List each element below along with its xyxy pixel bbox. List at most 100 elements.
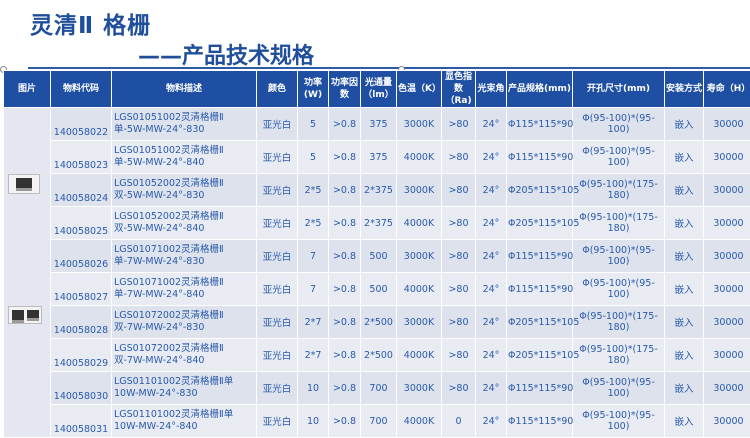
product-size-cell: Φ205*115*105 — [507, 174, 573, 207]
install-method-cell: 嵌入 — [665, 207, 704, 240]
lifetime-cell: 30000 — [704, 207, 750, 240]
lifetime-cell: 30000 — [704, 372, 750, 405]
power-factor-cell: >0.8 — [329, 306, 361, 339]
cri-cell: >80 — [442, 141, 476, 174]
cutout-size-cell: Φ(95-100)*(95-100) — [573, 141, 665, 174]
material-code-cell: 140058031 — [51, 405, 112, 438]
cri-cell: >80 — [442, 339, 476, 372]
cri-cell: >80 — [442, 372, 476, 405]
material-code-cell: 140058028 — [51, 306, 112, 339]
cutout-size-cell: Φ(95-100)*(175-180) — [573, 174, 665, 207]
power-factor-cell: >0.8 — [329, 273, 361, 306]
power-cell: 2*5 — [298, 174, 329, 207]
beam-angle-cell: 24° — [476, 240, 507, 273]
material-code-cell: 140058027 — [51, 273, 112, 306]
color-cell: 亚光白 — [257, 405, 298, 438]
description-cell: LGS01052002灵清格栅Ⅱ双-5W-MW-24°-840 — [112, 207, 257, 240]
material-code-cell: 140058029 — [51, 339, 112, 372]
cutout-size-cell: Φ(95-100)*(175-180) — [573, 306, 665, 339]
install-method-cell: 嵌入 — [665, 108, 704, 141]
column-header: 寿命（H） — [704, 71, 750, 108]
cri-cell: >80 — [442, 207, 476, 240]
cri-cell: >80 — [442, 174, 476, 207]
column-header: 产品规格(mm) — [507, 71, 573, 108]
install-method-cell: 嵌入 — [665, 174, 704, 207]
color-temp-cell: 3000K — [397, 174, 442, 207]
power-factor-cell: >0.8 — [329, 372, 361, 405]
material-code-cell: 140058026 — [51, 240, 112, 273]
description-cell: LGS01052002灵清格栅Ⅱ双-5W-MW-24°-830 — [112, 174, 257, 207]
product-size-cell: Φ115*115*90 — [507, 108, 573, 141]
lifetime-cell: 30000 — [704, 174, 750, 207]
color-cell: 亚光白 — [257, 306, 298, 339]
power-factor-cell: >0.8 — [329, 174, 361, 207]
luminous-flux-cell: 2*375 — [361, 174, 397, 207]
power-cell: 10 — [298, 372, 329, 405]
install-method-cell: 嵌入 — [665, 273, 704, 306]
double-grille-downlight-image — [8, 306, 42, 324]
product-size-cell: Φ115*115*90 — [507, 405, 573, 438]
power-factor-cell: >0.8 — [329, 240, 361, 273]
luminous-flux-cell: 2*500 — [361, 339, 397, 372]
cri-cell: >80 — [442, 273, 476, 306]
power-cell: 5 — [298, 141, 329, 174]
page-title: 灵清Ⅱ 格栅 — [30, 6, 151, 40]
color-temp-cell: 4000K — [397, 207, 442, 240]
product-size-cell: Φ205*115*105 — [507, 207, 573, 240]
column-header: 显色指数（Ra) — [442, 71, 476, 108]
power-factor-cell: >0.8 — [329, 108, 361, 141]
luminous-flux-cell: 2*500 — [361, 306, 397, 339]
description-cell: LGS01071002灵清格栅Ⅱ单-7W-MW-24°-840 — [112, 273, 257, 306]
column-header: 功率(W) — [298, 71, 329, 108]
product-size-cell: Φ115*115*90 — [507, 141, 573, 174]
cutout-size-cell: Φ(95-100)*(95-100) — [573, 372, 665, 405]
color-temp-cell: 3000K — [397, 240, 442, 273]
power-cell: 10 — [298, 405, 329, 438]
color-cell: 亚光白 — [257, 141, 298, 174]
cutout-size-cell: Φ(95-100)*(175-180) — [573, 339, 665, 372]
power-factor-cell: >0.8 — [329, 405, 361, 438]
color-temp-cell: 3000K — [397, 306, 442, 339]
cutout-size-cell: Φ(95-100)*(95-100) — [573, 108, 665, 141]
color-temp-cell: 4000K — [397, 273, 442, 306]
lifetime-cell: 30000 — [704, 273, 750, 306]
cri-cell: >80 — [442, 108, 476, 141]
page-subtitle: ——产品技术规格 — [138, 38, 314, 70]
color-temp-cell: 4000K — [397, 405, 442, 438]
install-method-cell: 嵌入 — [665, 339, 704, 372]
beam-angle-cell: 24° — [476, 108, 507, 141]
lifetime-cell: 30000 — [704, 240, 750, 273]
luminous-flux-cell: 500 — [361, 273, 397, 306]
install-method-cell: 嵌入 — [665, 372, 704, 405]
install-method-cell: 嵌入 — [665, 240, 704, 273]
column-header: 开孔尺寸(mm) — [573, 71, 665, 108]
description-cell: LGS01071002灵清格栅Ⅱ单-7W-MW-24°-830 — [112, 240, 257, 273]
luminous-flux-cell: 500 — [361, 240, 397, 273]
column-header: 图片 — [4, 71, 51, 108]
cri-cell: 0 — [442, 405, 476, 438]
lifetime-cell: 30000 — [704, 405, 750, 438]
power-cell: 5 — [298, 108, 329, 141]
product-size-cell: Φ205*115*105 — [507, 339, 573, 372]
power-factor-cell: >0.8 — [329, 339, 361, 372]
beam-angle-cell: 24° — [476, 306, 507, 339]
description-cell: LGS01072002灵清格栅Ⅱ双-7W-MW-24°-840 — [112, 339, 257, 372]
power-cell: 2*7 — [298, 339, 329, 372]
power-cell: 2*5 — [298, 207, 329, 240]
beam-angle-cell: 24° — [476, 273, 507, 306]
description-cell: LGS01101002灵清格栅Ⅱ单10W-MW-24°-840 — [112, 405, 257, 438]
color-cell: 亚光白 — [257, 108, 298, 141]
luminous-flux-cell: 375 — [361, 108, 397, 141]
beam-angle-cell: 24° — [476, 141, 507, 174]
product-size-cell: Φ115*115*90 — [507, 372, 573, 405]
title-divider — [28, 67, 750, 69]
image-cell — [4, 108, 51, 438]
product-size-cell: Φ115*115*90 — [507, 240, 573, 273]
color-cell: 亚光白 — [257, 207, 298, 240]
install-method-cell: 嵌入 — [665, 141, 704, 174]
